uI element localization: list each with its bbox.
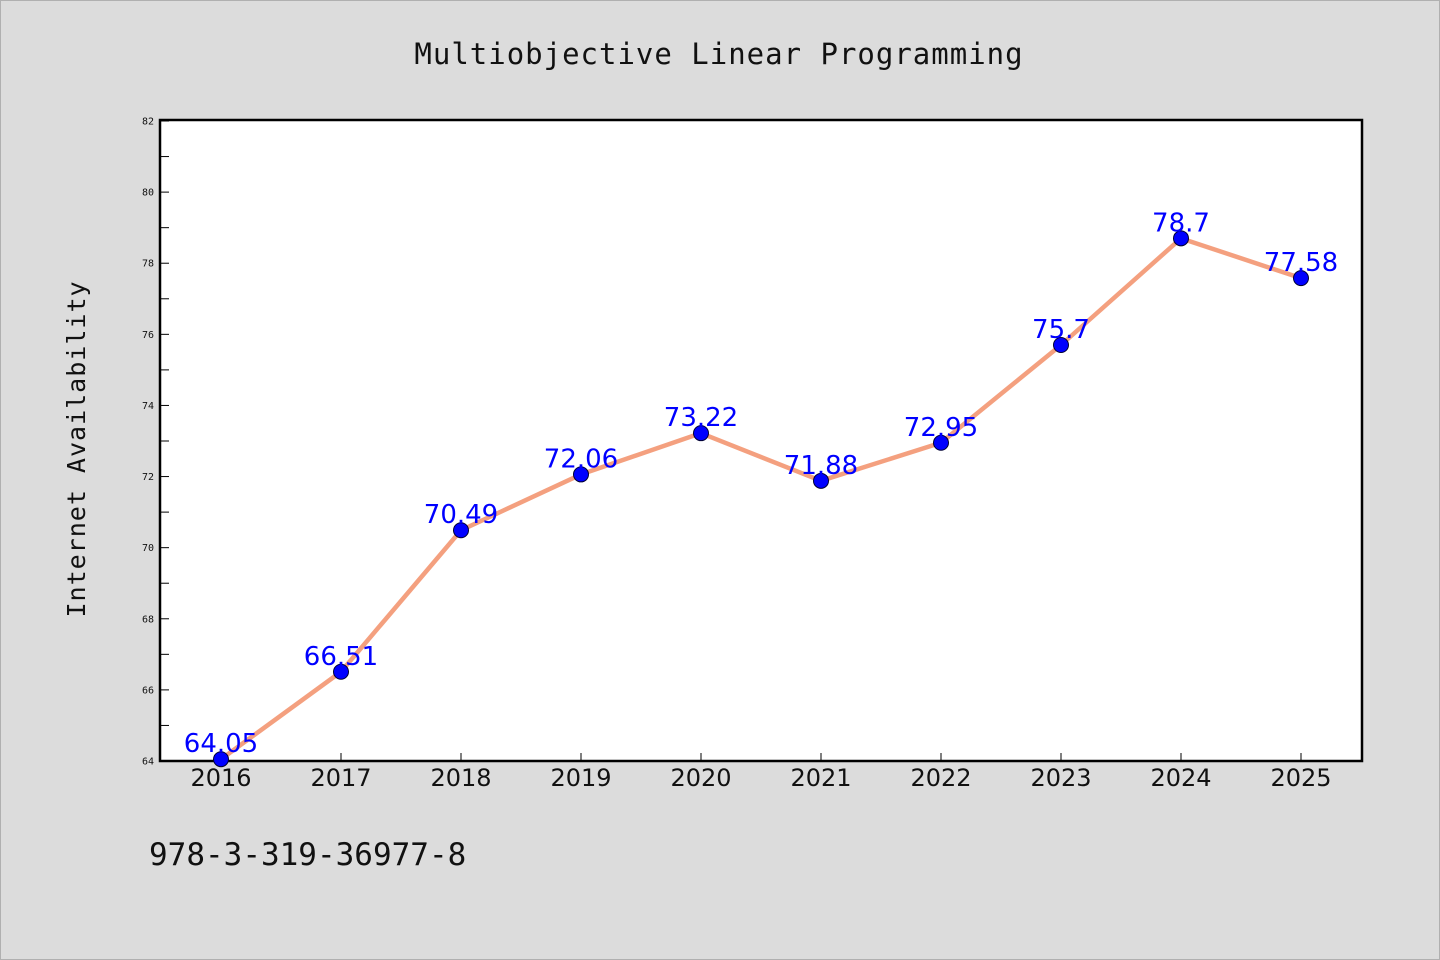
data-label: 73.22 [664,403,738,433]
y-tick-label: 68 [142,614,154,625]
data-point-marker [933,434,949,451]
data-label: 66.51 [304,642,378,672]
y-tick-label: 76 [142,330,154,341]
x-tick-label: 2016 [190,764,251,792]
chart-title: Multiobjective Linear Programming [414,37,1023,71]
x-tick-label: 2024 [1150,764,1211,792]
series-line [218,236,1304,762]
data-point-marker [453,522,469,539]
data-point-marker [573,466,589,483]
y-tick-label: 78 [142,259,154,270]
y-tick-label: 72 [142,472,154,483]
data-label: 70.49 [424,500,498,530]
x-tick-label: 2017 [310,764,371,792]
y-axis-ticks: 64 66 68 70 72 74 76 78 80 82 [142,117,169,768]
data-point-marker [1173,230,1189,247]
x-tick-label: 2025 [1270,764,1331,792]
data-label: 64.05 [184,729,258,759]
y-tick-label: 66 [142,685,154,696]
series-layer [213,230,1309,768]
x-tick-label: 2018 [430,764,491,792]
plot-area [158,118,1364,763]
x-tick-label: 2019 [550,764,611,792]
x-tick-label: 2023 [1030,764,1091,792]
data-point-marker [333,663,349,680]
y-tick-label: 74 [142,401,154,412]
y-tick-label: 64 [142,757,154,768]
x-tick-label: 2020 [670,764,731,792]
data-point-marker [813,472,829,489]
y-axis-label: Internet Availability [62,280,91,617]
x-axis-ticks: 2016 2017 2018 2019 2020 2021 2022 2023 2024 2025 [190,753,1332,792]
data-point-marker [213,751,229,768]
data-label: 72.06 [544,444,618,474]
data-point-marker [1053,337,1069,353]
data-label: 77.58 [1264,248,1338,278]
data-label: 78.7 [1152,208,1210,238]
y-tick-label: 82 [142,117,154,128]
data-label: 75.7 [1032,315,1090,345]
x-tick-label: 2021 [790,764,851,792]
x-tick-label: 2022 [910,764,971,792]
y-tick-label: 80 [142,188,154,199]
isbn-annotation: 978-3-319-36977-8 [149,837,466,873]
data-point-marker [1293,270,1309,287]
data-point-marker [693,425,709,442]
y-tick-label: 70 [142,543,154,554]
data-label: 71.88 [784,451,858,481]
data-label-layer: 64.05 66.51 70.49 72.06 73.22 71.88 72.95 75.7 7… [184,208,1338,759]
data-label: 72.95 [904,413,978,443]
